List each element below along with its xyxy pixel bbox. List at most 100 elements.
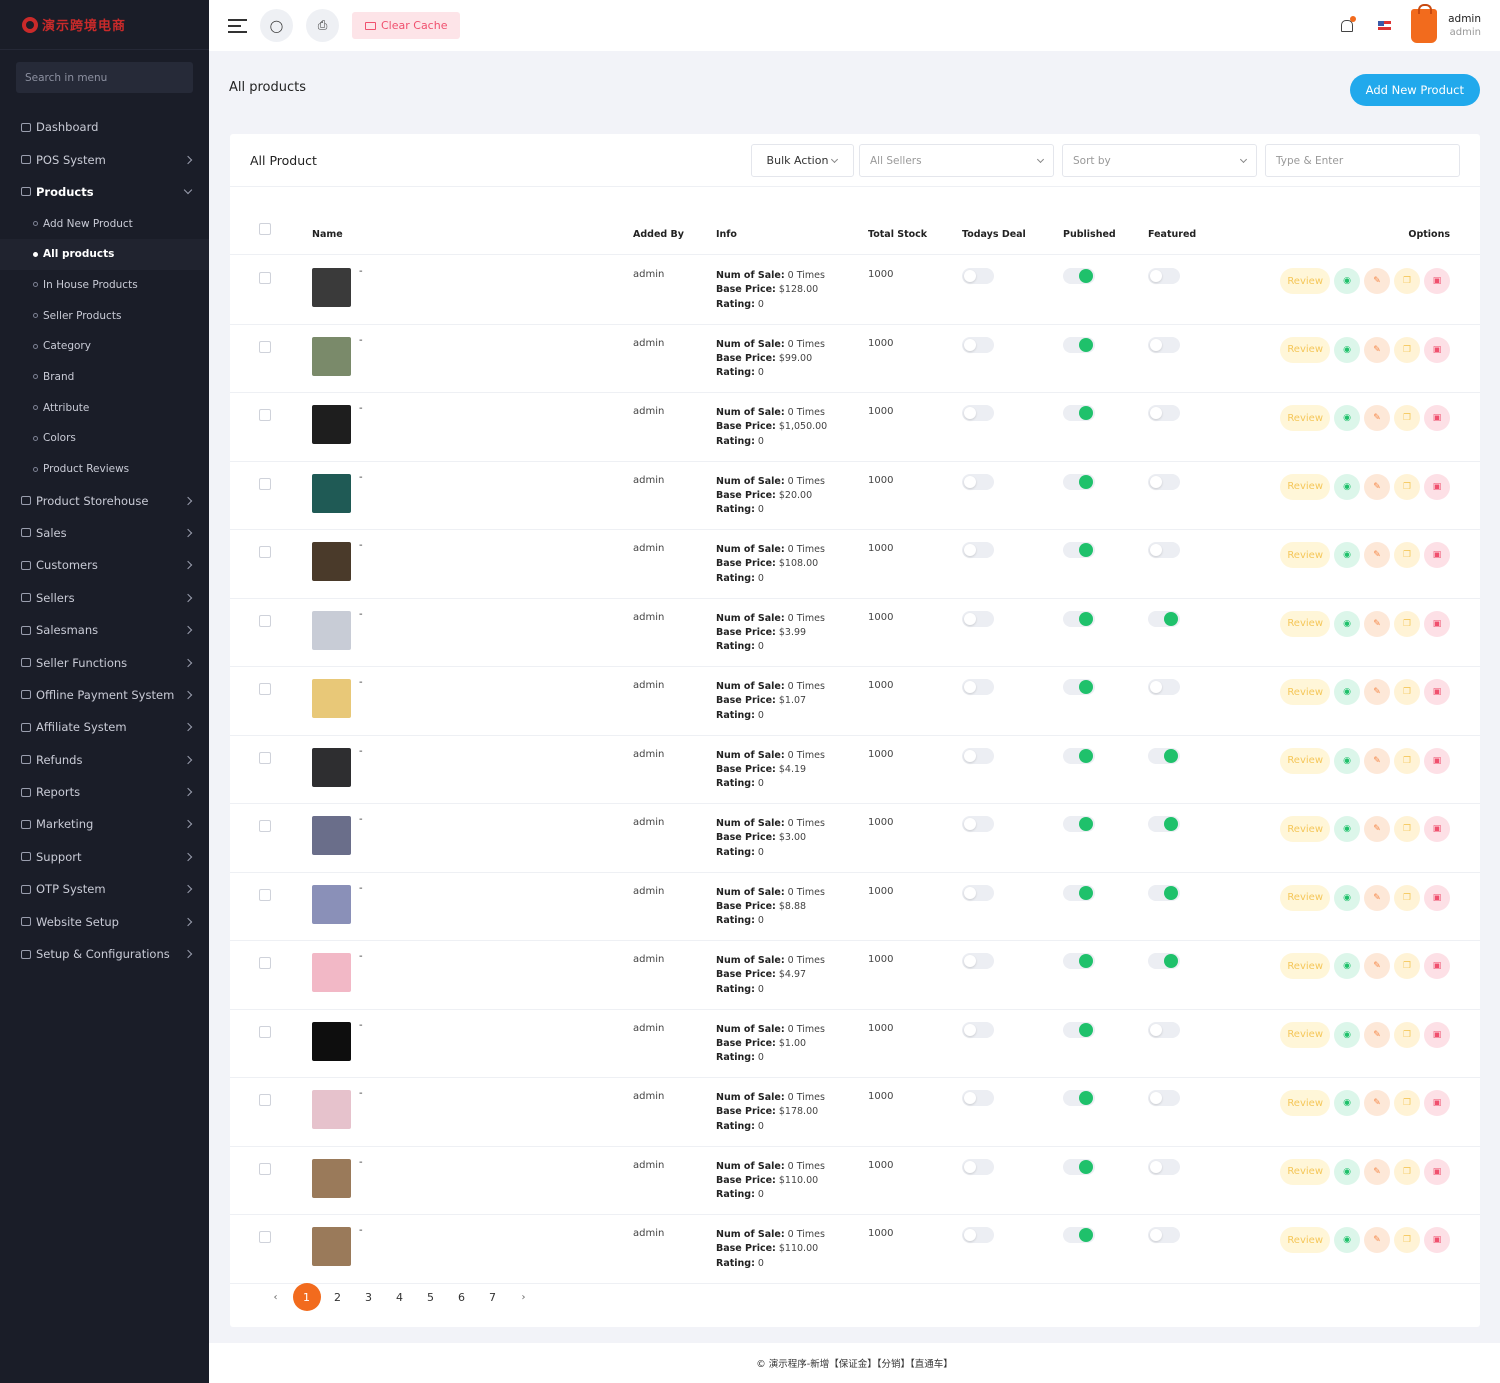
sidebar-subitem-seller-products[interactable]: Seller Products: [0, 300, 209, 331]
published-toggle[interactable]: [1063, 542, 1095, 558]
product-name[interactable]: -: [359, 745, 363, 757]
review-button[interactable]: Review: [1280, 336, 1330, 363]
eye-icon[interactable]: ◉: [1334, 953, 1360, 979]
review-button[interactable]: Review: [1280, 747, 1330, 774]
product-name[interactable]: -: [359, 1088, 363, 1099]
row-checkbox[interactable]: [259, 340, 271, 353]
prev-page-icon[interactable]: ‹: [273, 1291, 278, 1303]
published-toggle[interactable]: [1063, 268, 1095, 284]
sidebar-item-marketing[interactable]: Marketing: [0, 808, 209, 840]
product-name[interactable]: -: [359, 608, 363, 620]
sort-select[interactable]: Sort by: [1062, 144, 1257, 177]
published-toggle[interactable]: [1063, 405, 1095, 421]
review-button[interactable]: Review: [1280, 405, 1330, 431]
copy-icon[interactable]: ❐: [1394, 884, 1420, 911]
eye-icon[interactable]: ◉: [1334, 542, 1360, 568]
row-checkbox[interactable]: [259, 751, 271, 764]
bell-icon[interactable]: [1340, 15, 1357, 33]
avatar[interactable]: [1411, 3, 1438, 43]
featured-toggle[interactable]: [1148, 1090, 1180, 1106]
trash-icon[interactable]: ▣: [1424, 1227, 1450, 1253]
edit-icon[interactable]: ✎: [1364, 610, 1390, 637]
published-toggle[interactable]: [1063, 747, 1095, 764]
published-toggle[interactable]: [1063, 610, 1095, 627]
row-checkbox[interactable]: [259, 1162, 271, 1175]
product-thumbnail[interactable]: [312, 747, 351, 787]
copy-icon[interactable]: ❐: [1394, 747, 1420, 774]
review-button[interactable]: Review: [1280, 884, 1330, 911]
trash-icon[interactable]: ▣: [1424, 336, 1450, 363]
select-all-checkbox[interactable]: [259, 223, 271, 235]
todays-deal-toggle[interactable]: [962, 336, 994, 353]
sidebar-item-pos-system[interactable]: POS System: [0, 143, 209, 175]
todays-deal-toggle[interactable]: [962, 1090, 994, 1106]
review-button[interactable]: Review: [1280, 1090, 1330, 1116]
copy-icon[interactable]: ❐: [1394, 610, 1420, 637]
bulk-action-dropdown[interactable]: Bulk Action: [751, 144, 854, 177]
featured-toggle[interactable]: [1148, 816, 1180, 832]
trash-icon[interactable]: ▣: [1424, 747, 1450, 774]
sidebar-item-setup-configurations[interactable]: Setup & Configurations: [0, 938, 209, 970]
trash-icon[interactable]: ▣: [1424, 884, 1450, 911]
copy-icon[interactable]: ❐: [1394, 542, 1420, 568]
review-button[interactable]: Review: [1280, 1227, 1330, 1253]
edit-icon[interactable]: ✎: [1364, 679, 1390, 705]
sidebar-item-offline-payment-system[interactable]: Offline Payment System: [0, 679, 209, 711]
edit-icon[interactable]: ✎: [1364, 1021, 1390, 1048]
add-new-product-button[interactable]: Add New Product: [1349, 74, 1480, 106]
row-checkbox[interactable]: [259, 1094, 271, 1106]
product-name[interactable]: -: [359, 403, 363, 414]
eye-icon[interactable]: ◉: [1334, 816, 1360, 842]
todays-deal-toggle[interactable]: [962, 1227, 994, 1243]
trash-icon[interactable]: ▣: [1424, 679, 1450, 705]
product-thumbnail[interactable]: [312, 1021, 351, 1061]
page-5-button[interactable]: 5: [427, 1290, 434, 1304]
page-7-button[interactable]: 7: [489, 1290, 496, 1304]
row-checkbox[interactable]: [259, 1231, 271, 1243]
sidebar-item-support[interactable]: Support: [0, 841, 209, 873]
todays-deal-toggle[interactable]: [962, 542, 994, 558]
sidebar-item-seller-functions[interactable]: Seller Functions: [0, 646, 209, 678]
published-toggle[interactable]: [1063, 1158, 1095, 1175]
edit-icon[interactable]: ✎: [1364, 953, 1390, 979]
sidebar-item-product-storehouse[interactable]: Product Storehouse: [0, 484, 209, 516]
product-name[interactable]: -: [359, 471, 363, 483]
edit-icon[interactable]: ✎: [1364, 405, 1390, 431]
todays-deal-toggle[interactable]: [962, 405, 994, 421]
review-button[interactable]: Review: [1280, 542, 1330, 568]
product-thumbnail[interactable]: [312, 1090, 351, 1129]
row-checkbox[interactable]: [259, 477, 271, 490]
page-4-button[interactable]: 4: [396, 1290, 403, 1304]
edit-icon[interactable]: ✎: [1364, 884, 1390, 911]
product-name[interactable]: -: [359, 540, 363, 551]
trash-icon[interactable]: ▣: [1424, 1090, 1450, 1116]
edit-icon[interactable]: ✎: [1364, 816, 1390, 842]
sidebar-subitem-category[interactable]: Category: [0, 331, 209, 362]
row-checkbox[interactable]: [259, 888, 271, 901]
sidebar-item-sellers[interactable]: Sellers: [0, 582, 209, 614]
row-checkbox[interactable]: [259, 683, 271, 695]
featured-toggle[interactable]: [1148, 747, 1180, 764]
eye-icon[interactable]: ◉: [1334, 610, 1360, 637]
product-thumbnail[interactable]: [312, 268, 351, 307]
product-name[interactable]: -: [359, 1019, 363, 1031]
trash-icon[interactable]: ▣: [1424, 953, 1450, 979]
product-name[interactable]: -: [359, 814, 363, 825]
product-name[interactable]: -: [359, 1225, 363, 1236]
eye-icon[interactable]: ◉: [1334, 884, 1360, 911]
published-toggle[interactable]: [1063, 1090, 1095, 1106]
sidebar-item-sales[interactable]: Sales: [0, 517, 209, 549]
product-thumbnail[interactable]: [312, 336, 351, 376]
sidebar-item-dashboard[interactable]: Dashboard: [0, 111, 209, 143]
product-name[interactable]: -: [359, 266, 363, 277]
sidebar-subitem-attribute[interactable]: Attribute: [0, 392, 209, 423]
todays-deal-toggle[interactable]: [962, 816, 994, 832]
featured-toggle[interactable]: [1148, 405, 1180, 421]
copy-icon[interactable]: ❐: [1394, 473, 1420, 500]
copy-icon[interactable]: ❐: [1394, 1227, 1420, 1253]
sidebar-subitem-add-new-product[interactable]: Add New Product: [0, 208, 209, 239]
search-menu-input[interactable]: Search in menu: [16, 62, 193, 93]
trash-icon[interactable]: ▣: [1424, 405, 1450, 431]
copy-icon[interactable]: ❐: [1394, 679, 1420, 705]
row-checkbox[interactable]: [259, 272, 271, 284]
